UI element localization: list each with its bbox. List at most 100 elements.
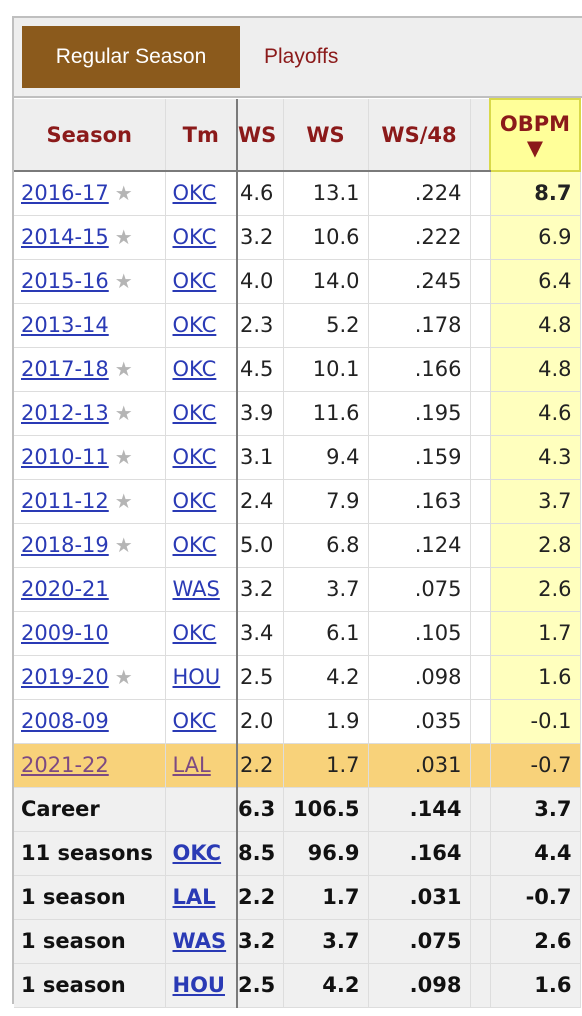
obpm-cell: 2.8 <box>490 523 581 568</box>
ws-b-cell: 11.6 <box>283 391 369 436</box>
stats-table-container: Regular Season Playoffs Season Tm WS WS … <box>12 16 582 1008</box>
spacer-cell <box>470 831 491 876</box>
team-link[interactable]: LAL <box>172 753 211 777</box>
team-link[interactable]: WAS <box>172 929 227 953</box>
column-header-ws-a[interactable]: WS <box>237 99 284 172</box>
spacer-cell <box>470 391 491 436</box>
team-link[interactable]: OKC <box>172 269 217 293</box>
team-cell: OKC <box>165 611 238 656</box>
team-link[interactable]: OKC <box>172 709 217 733</box>
all-star-icon: ★ <box>114 445 133 469</box>
obpm-cell: 2.6 <box>490 919 581 964</box>
team-link[interactable]: OKC <box>172 313 217 337</box>
obpm-cell: 3.7 <box>490 479 581 524</box>
column-header-season[interactable]: Season <box>14 99 166 172</box>
column-header-ws-b[interactable]: WS <box>283 99 369 172</box>
team-cell: WAS <box>165 567 238 612</box>
totals-label: 11 seasons <box>14 831 166 876</box>
season-link[interactable]: 2017-18 <box>21 357 109 381</box>
advanced-stats-table: Season Tm WS WS WS/48 OBPM ▼ 2016-17 ★ OKC… <box>14 98 581 1008</box>
totals-label: 1 season <box>14 875 166 920</box>
spacer-cell <box>470 259 491 304</box>
season-link[interactable]: 2014-15 <box>21 225 109 249</box>
season-cell: 2015-16 ★ <box>14 259 166 304</box>
team-cell: OKC <box>165 699 238 744</box>
ws48-cell: .245 <box>368 259 471 304</box>
spacer-cell <box>470 215 491 260</box>
all-star-icon: ★ <box>114 489 133 513</box>
header-row: Season Tm WS WS WS/48 OBPM ▼ <box>14 98 581 172</box>
spacer-cell <box>470 567 491 612</box>
season-link[interactable]: 2010-11 <box>21 445 109 469</box>
season-cell: 2014-15 ★ <box>14 215 166 260</box>
ws-b-cell: 3.7 <box>283 567 369 612</box>
totals-row: 11 seasons OKC 8.5 96.9.164 4.4 <box>14 831 581 876</box>
season-link[interactable]: 2021-22 <box>21 753 109 777</box>
season-link[interactable]: 2015-16 <box>21 269 109 293</box>
team-link[interactable]: LAL <box>172 885 216 909</box>
table-row: 2011-12 ★ OKC 2.4 7.9.163 3.7 <box>14 479 581 524</box>
spacer-cell <box>470 875 491 920</box>
team-link[interactable]: OKC <box>172 401 217 425</box>
tab-playoffs[interactable]: Playoffs <box>264 45 339 68</box>
team-link[interactable]: OKC <box>172 533 217 557</box>
season-link[interactable]: 2008-09 <box>21 709 109 733</box>
season-link[interactable]: 2020-21 <box>21 577 109 601</box>
season-cell: 2011-12 ★ <box>14 479 166 524</box>
team-link[interactable]: OKC <box>172 489 217 513</box>
table-row: 2020-21 WAS 3.2 3.7.075 2.6 <box>14 567 581 612</box>
ws-b-cell: 7.9 <box>283 479 369 524</box>
season-cell: 2019-20 ★ <box>14 655 166 700</box>
obpm-cell: 1.7 <box>490 611 581 656</box>
team-cell: LAL <box>165 743 238 788</box>
ws48-cell: .195 <box>368 391 471 436</box>
column-header-obpm[interactable]: OBPM ▼ <box>489 98 581 172</box>
ws48-cell: .035 <box>368 699 471 744</box>
ws48-cell: .098 <box>368 963 471 1008</box>
team-link[interactable]: OKC <box>172 841 222 865</box>
season-cell: 2016-17 ★ <box>14 171 166 216</box>
team-cell: OKC <box>165 831 238 876</box>
team-link[interactable]: OKC <box>172 357 217 381</box>
ws-a-cell: 4.5 <box>237 347 284 392</box>
obpm-cell: 3.7 <box>490 787 581 832</box>
team-link[interactable]: WAS <box>172 577 220 601</box>
ws-a-cell: 2.0 <box>237 699 284 744</box>
all-star-icon: ★ <box>114 269 133 293</box>
team-link[interactable]: OKC <box>172 181 217 206</box>
season-link[interactable]: 2016-17 <box>21 181 109 206</box>
team-link[interactable]: OKC <box>172 445 217 469</box>
season-link[interactable]: 2019-20 <box>21 665 109 689</box>
season-cell: 2018-19 ★ <box>14 523 166 568</box>
season-link[interactable]: 2013-14 <box>21 313 109 337</box>
ws48-cell: .124 <box>368 523 471 568</box>
ws-a-cell: 2.4 <box>237 479 284 524</box>
team-cell: OKC <box>165 303 238 348</box>
tab-regular-season[interactable]: Regular Season <box>22 26 240 88</box>
team-cell: OKC <box>165 479 238 524</box>
team-cell: HOU <box>165 963 238 1008</box>
table-row: 2013-14 OKC 2.3 5.2.178 4.8 <box>14 303 581 348</box>
column-header-team[interactable]: Tm <box>165 99 238 172</box>
obpm-cell: 1.6 <box>490 655 581 700</box>
column-header-ws48[interactable]: WS/48 <box>368 99 471 172</box>
team-link[interactable]: OKC <box>172 621 217 645</box>
ws48-cell: .031 <box>368 743 471 788</box>
season-link[interactable]: 2012-13 <box>21 401 109 425</box>
ws-a-cell: 4.0 <box>237 259 284 304</box>
team-link[interactable]: HOU <box>172 665 221 689</box>
all-star-icon: ★ <box>114 401 133 425</box>
season-link[interactable]: 2009-10 <box>21 621 109 645</box>
ws-a-cell: 3.2 <box>237 567 284 612</box>
ws-b-cell: 10.1 <box>283 347 369 392</box>
season-cell: 2009-10 <box>14 611 166 656</box>
ws-a-cell: 2.3 <box>237 303 284 348</box>
spacer-cell <box>470 435 491 480</box>
ws-a-cell: 8.5 <box>237 831 284 876</box>
season-link[interactable]: 2011-12 <box>21 489 109 513</box>
obpm-cell: -0.7 <box>490 875 581 920</box>
team-link[interactable]: HOU <box>172 973 225 997</box>
season-link[interactable]: 2018-19 <box>21 533 109 557</box>
team-link[interactable]: OKC <box>172 225 217 249</box>
table-row: 2012-13 ★ OKC 3.9 11.6.195 4.6 <box>14 391 581 436</box>
